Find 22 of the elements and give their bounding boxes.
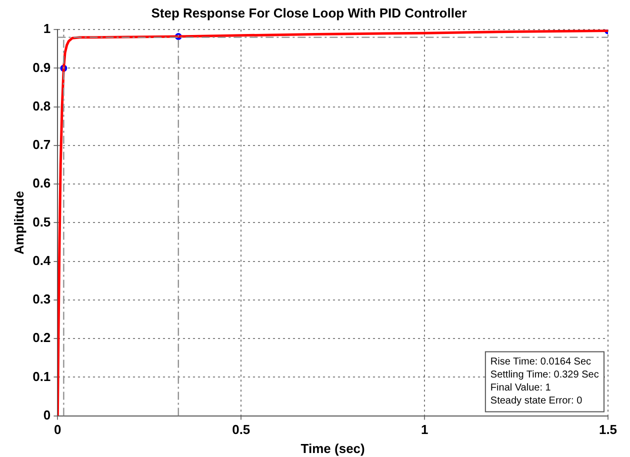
y-tick-label: 0.6 — [32, 176, 51, 191]
y-axis-title: Amplitude — [11, 190, 26, 254]
y-tick-label: 0.1 — [32, 368, 51, 384]
y-tick-label: 0.9 — [32, 60, 51, 75]
y-tick-label: 0.4 — [32, 252, 52, 268]
x-tick-label: 0 — [54, 422, 62, 438]
y-tick-label: 0.7 — [32, 137, 51, 152]
x-tick-label: 1 — [420, 422, 428, 438]
y-tick-label: 0.8 — [32, 98, 51, 114]
x-axis-title: Time (sec) — [300, 440, 365, 456]
annotation: Settling Time: 0.329 Sec — [490, 370, 599, 381]
y-tick-label: 0.2 — [32, 330, 51, 346]
y-tick-label: 0.5 — [32, 214, 51, 230]
annotation: Rise Time: 0.0164 Sec — [490, 356, 592, 368]
x-tick-label: 0.5 — [232, 422, 250, 438]
chart-title: Step Response For Close Loop With PID Controller — [151, 5, 467, 20]
y-tick-label: 0 — [43, 407, 51, 422]
annotation: Steady state Error: 0 — [490, 396, 583, 407]
y-tick-label: 1 — [43, 21, 51, 36]
x-tick-label: 1.5 — [598, 422, 618, 438]
annotation: Final Value: 1 — [490, 382, 552, 394]
y-tick-label: 0.3 — [32, 292, 51, 307]
